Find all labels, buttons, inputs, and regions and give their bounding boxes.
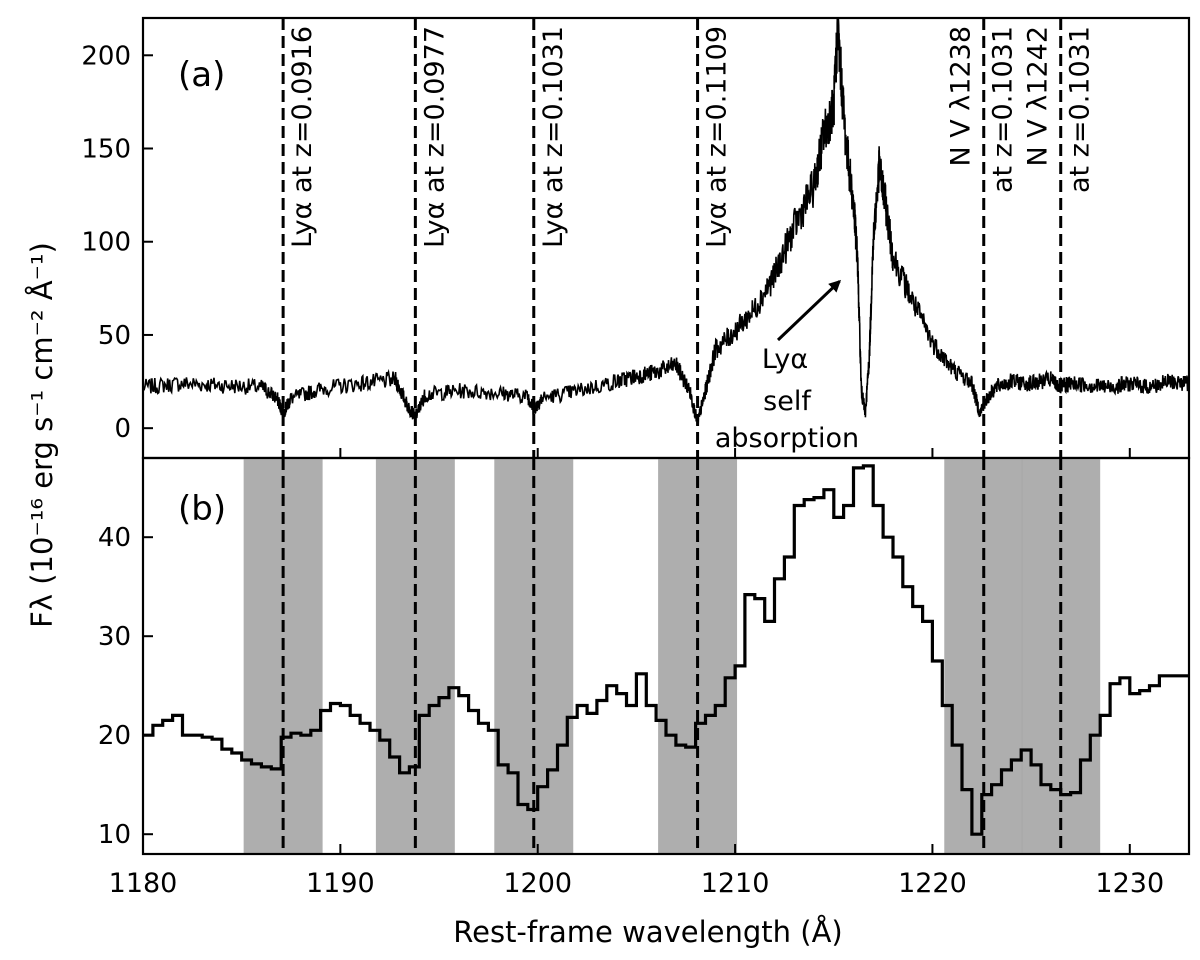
y-tick-label-b-30: 30 xyxy=(98,622,131,652)
annotation-line-2: self xyxy=(763,386,812,417)
panel-a-line-labels: Lyα at z=0.0916 Lyα at z=0.0977 Lyα at z=0… xyxy=(287,26,1096,248)
y-tick-label-b-20: 20 xyxy=(98,721,131,751)
y-tick-label-a-100: 100 xyxy=(81,228,131,258)
y-tick-label-a-200: 200 xyxy=(81,41,131,71)
ref-label-6-line-2: at z=0.1031 xyxy=(1065,26,1096,193)
panel-b-frame xyxy=(141,456,1191,856)
y-tick-label-b-10: 10 xyxy=(98,820,131,850)
y-tick-label-a-150: 150 xyxy=(81,135,131,165)
ref-label-5-line-2: at z=0.1031 xyxy=(988,26,1019,193)
panel-b: (b) 10 20 30 40 1180 1190 1200 1210 1220 1230 xyxy=(98,448,1191,899)
panel-a: Lyα at z=0.0916 Lyα at z=0.0977 Lyα at z=0… xyxy=(81,16,1191,460)
x-axis-label: Rest-frame wavelength (Å) xyxy=(453,915,842,949)
x-tick-label-1210: 1210 xyxy=(701,868,770,899)
x-tick-label-1200: 1200 xyxy=(503,868,572,899)
y-tick-label-b-40: 40 xyxy=(98,523,131,553)
ref-label-6-line-1: N V λ1242 xyxy=(1023,26,1054,167)
panel-a-reference-lines xyxy=(281,18,1063,458)
ref-label-5-line-1: N V λ1238 xyxy=(946,26,977,167)
x-axis-ticks: 1180 1190 1200 1210 1220 1230 xyxy=(109,448,1164,899)
ref-label-1: Lyα at z=0.0916 xyxy=(287,26,318,248)
panel-a-y-ticks: 0 50 100 150 200 xyxy=(81,41,153,444)
x-tick-label-1230: 1230 xyxy=(1095,868,1164,899)
panel-b-reference-lines xyxy=(281,458,1063,854)
annotation-line-1: Lyα xyxy=(762,344,808,375)
annotation-line-3: absorption xyxy=(715,423,859,454)
x-tick-label-1190: 1190 xyxy=(306,868,375,899)
x-tick-label-1220: 1220 xyxy=(898,868,967,899)
y-axis-label: Fλ (10⁻¹⁶ erg s⁻¹ cm⁻² Å⁻¹) xyxy=(25,242,59,628)
panel-b-y-ticks: 10 20 30 40 xyxy=(98,523,153,850)
ref-label-2: Lyα at z=0.0977 xyxy=(419,26,450,248)
panel-a-label: (a) xyxy=(178,55,225,95)
y-tick-label-a-0: 0 xyxy=(114,414,131,444)
x-tick-label-1180: 1180 xyxy=(109,868,178,899)
panel-b-label: (b) xyxy=(178,489,226,529)
panel-a-spectrum-line xyxy=(142,18,1190,425)
self-absorption-annotation: Lyα self absorption xyxy=(715,279,859,454)
self-absorption-arrow xyxy=(776,279,842,342)
y-tick-label-a-50: 50 xyxy=(98,321,131,351)
ref-label-4: Lyα at z=0.1109 xyxy=(702,26,733,248)
ref-label-3: Lyα at z=0.1031 xyxy=(538,26,569,248)
panel-b-binned-spectrum xyxy=(143,464,1189,836)
